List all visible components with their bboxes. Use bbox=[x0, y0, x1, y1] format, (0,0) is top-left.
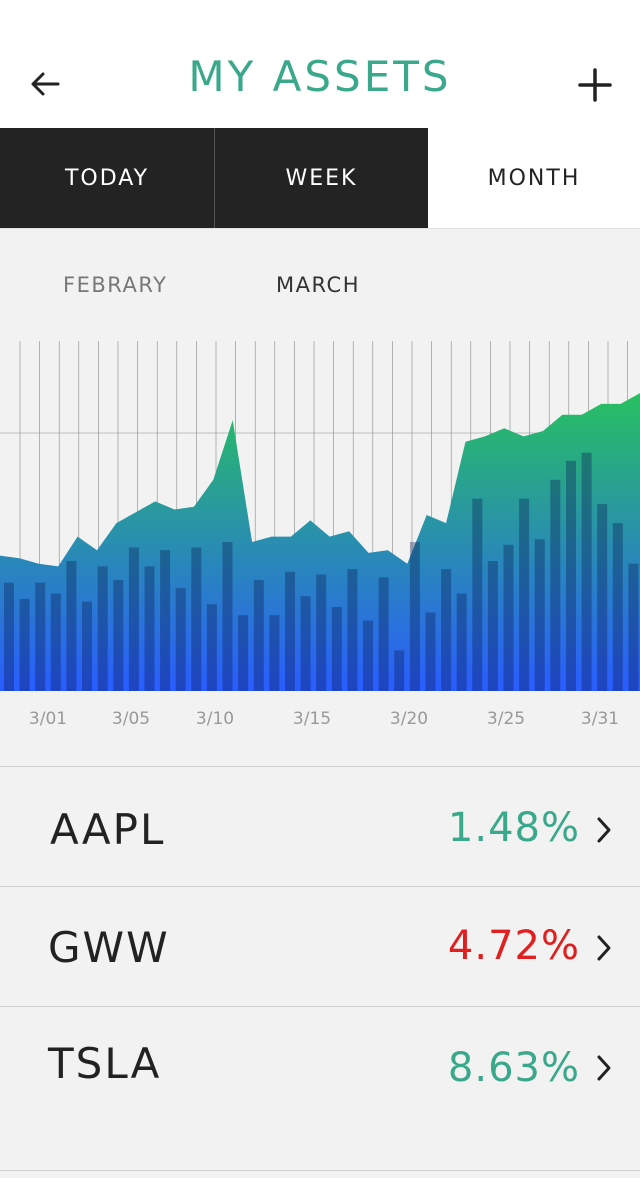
chart-bar bbox=[82, 601, 92, 691]
chart-bar bbox=[597, 504, 608, 691]
chart-bar bbox=[347, 569, 358, 691]
month-current[interactable]: MARCH bbox=[276, 273, 360, 297]
chart-bar bbox=[113, 580, 124, 691]
chart-bar bbox=[160, 550, 171, 691]
chart-bar bbox=[66, 561, 77, 691]
period-tabs: TODAY WEEK MONTH bbox=[0, 128, 640, 228]
asset-change: 1.48% bbox=[447, 805, 580, 851]
asset-row-gww[interactable]: GWW 4.72% bbox=[0, 887, 640, 1007]
chart-panel: FEBRARY MARCH 3/01 3/05 3/10 3/15 3/20 3/25 3/… bbox=[0, 228, 640, 738]
asset-chart bbox=[0, 341, 640, 691]
chart-bar bbox=[519, 498, 530, 691]
divider bbox=[0, 766, 640, 767]
chart-bar bbox=[50, 593, 61, 691]
chart-bar bbox=[409, 542, 420, 691]
x-tick-label: 3/10 bbox=[195, 709, 235, 729]
chevron-right-icon bbox=[597, 935, 611, 961]
chart-bar bbox=[441, 569, 452, 691]
chart-bar bbox=[285, 571, 295, 691]
asset-change: 4.72% bbox=[447, 923, 580, 969]
chart-area-series bbox=[0, 393, 640, 691]
chart-bar bbox=[35, 582, 46, 691]
chart-bar bbox=[503, 544, 514, 691]
tab-week[interactable]: WEEK bbox=[215, 128, 428, 228]
x-tick-label: 3/25 bbox=[486, 709, 526, 729]
asset-ticker: TSLA bbox=[48, 1039, 162, 1088]
month-prev[interactable]: FEBRARY bbox=[63, 273, 168, 297]
chart-bar bbox=[581, 452, 592, 691]
chart-bar bbox=[19, 598, 30, 691]
x-tick-label: 3/15 bbox=[292, 709, 332, 729]
tab-month[interactable]: MONTH bbox=[428, 128, 640, 228]
plus-icon[interactable] bbox=[574, 64, 616, 106]
page-title: MY ASSETS bbox=[188, 52, 452, 101]
chart-bar bbox=[206, 604, 217, 691]
asset-ticker: AAPL bbox=[50, 805, 166, 854]
chart-bar bbox=[550, 479, 561, 691]
chart-bar bbox=[487, 561, 498, 691]
chart-bar bbox=[175, 588, 186, 691]
chart-bar-series bbox=[4, 452, 639, 691]
chevron-right-icon bbox=[597, 817, 611, 843]
chart-bar bbox=[269, 615, 280, 691]
chart-bar bbox=[612, 523, 623, 691]
chart-bar bbox=[534, 539, 545, 691]
app-header: MY ASSETS bbox=[0, 0, 640, 128]
month-selector: FEBRARY MARCH bbox=[0, 273, 640, 303]
chart-bar bbox=[425, 612, 436, 691]
chart-bar bbox=[394, 650, 405, 691]
tab-today[interactable]: TODAY bbox=[0, 128, 215, 228]
x-tick-label: 3/20 bbox=[389, 709, 429, 729]
area-series bbox=[0, 393, 640, 691]
asset-change: 8.63% bbox=[447, 1045, 580, 1091]
chart-bar bbox=[456, 593, 467, 691]
chart-bar bbox=[566, 460, 576, 691]
x-tick-label: 3/05 bbox=[111, 709, 151, 729]
asset-list: AAPL 1.48% GWW 4.72% TSLA 8.63% bbox=[0, 767, 640, 1171]
asset-row-aapl[interactable]: AAPL 1.48% bbox=[0, 767, 640, 887]
asset-row-tsla[interactable]: TSLA 8.63% bbox=[0, 1007, 640, 1171]
chart-bar bbox=[316, 574, 327, 691]
chart-bar bbox=[4, 582, 14, 691]
chart-bar bbox=[144, 566, 155, 691]
chevron-right-icon bbox=[597, 1055, 611, 1081]
chart-bar bbox=[378, 577, 389, 691]
chart-bar bbox=[363, 620, 373, 691]
chart-bar bbox=[253, 580, 264, 691]
chart-bar bbox=[191, 547, 202, 691]
chart-bar bbox=[97, 566, 108, 691]
asset-ticker: GWW bbox=[48, 923, 170, 972]
chart-bar bbox=[300, 596, 311, 691]
chart-bar bbox=[222, 542, 233, 691]
chart-bar bbox=[128, 547, 139, 691]
x-tick-label: 3/31 bbox=[580, 709, 620, 729]
chart-bar bbox=[238, 615, 249, 691]
chart-bar bbox=[331, 607, 342, 691]
arrow-left-icon[interactable] bbox=[28, 66, 64, 102]
chart-bar bbox=[628, 563, 639, 691]
x-tick-label: 3/01 bbox=[28, 709, 68, 729]
chart-bar bbox=[472, 498, 483, 691]
